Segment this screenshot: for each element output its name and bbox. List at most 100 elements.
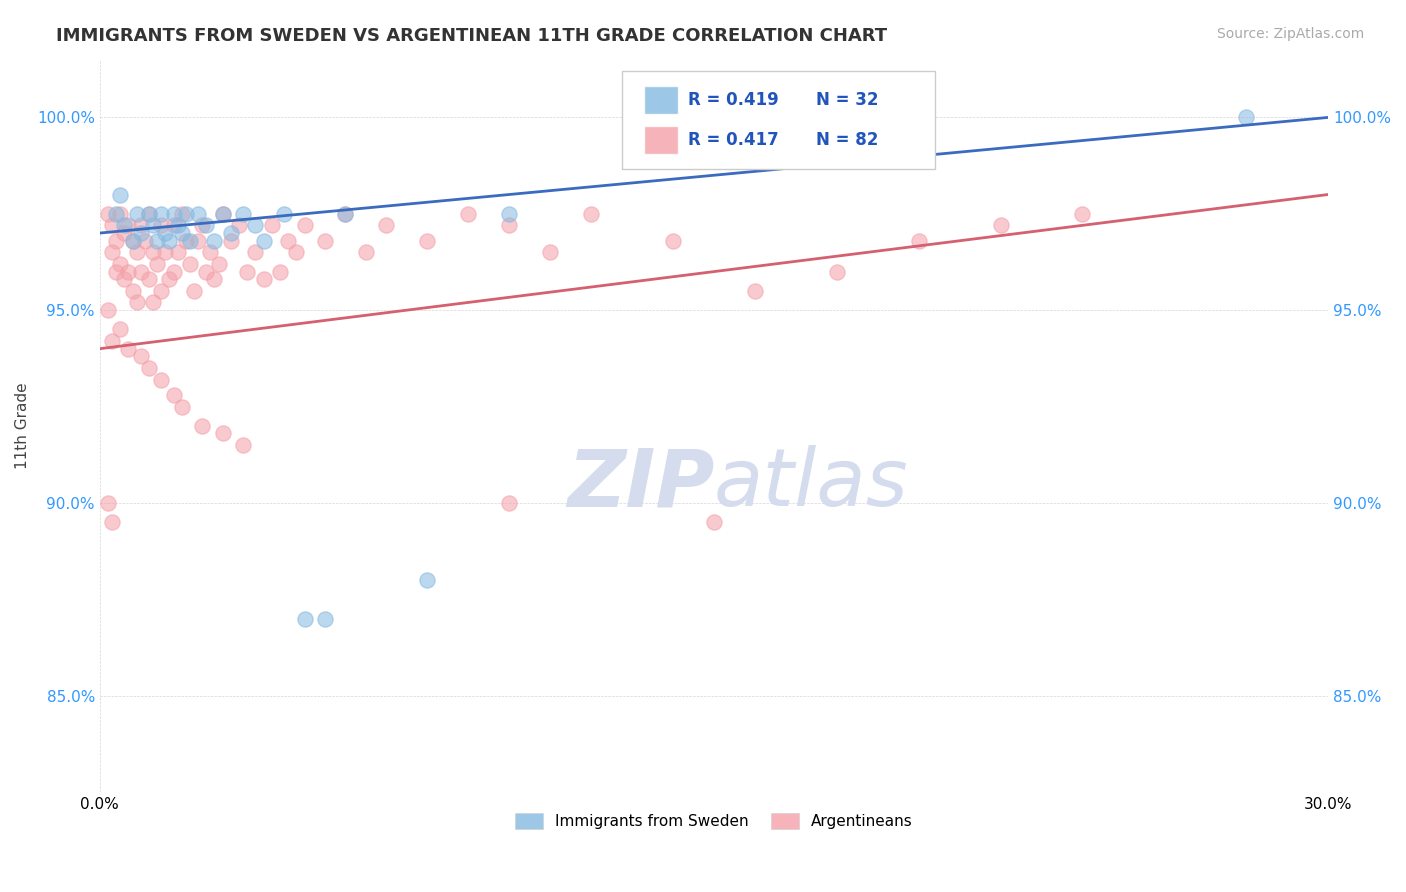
Point: [200, 245, 222, 260]
Point: [354, 245, 377, 260]
Point: [219, 226, 242, 240]
Point: [174, 234, 197, 248]
Point: [170, 226, 193, 240]
Point: [232, 207, 254, 221]
FancyBboxPatch shape: [621, 70, 935, 169]
Point: [335, 207, 357, 221]
Point: [990, 219, 1012, 233]
Point: [211, 426, 233, 441]
Text: ZIP: ZIP: [567, 445, 714, 524]
Text: atlas: atlas: [714, 445, 908, 524]
Point: [155, 226, 177, 240]
Point: [335, 207, 357, 221]
Point: [110, 322, 132, 336]
Point: [207, 257, 229, 271]
Point: [162, 219, 184, 233]
Point: [138, 207, 160, 221]
Point: [129, 219, 152, 233]
Point: [129, 350, 152, 364]
Point: [101, 245, 124, 260]
Point: [211, 207, 233, 221]
Point: [112, 226, 135, 240]
Text: IMMIGRANTS FROM SWEDEN VS ARGENTINEAN 11TH GRADE CORRELATION CHART: IMMIGRANTS FROM SWEDEN VS ARGENTINEAN 11…: [56, 27, 887, 45]
Point: [498, 496, 520, 510]
Point: [416, 234, 439, 248]
Point: [703, 515, 725, 529]
Point: [112, 272, 135, 286]
Point: [219, 234, 242, 248]
Point: [125, 295, 148, 310]
Point: [498, 219, 520, 233]
Point: [211, 207, 233, 221]
Point: [162, 207, 184, 221]
Point: [117, 342, 139, 356]
Point: [187, 234, 209, 248]
Point: [195, 219, 218, 233]
Point: [162, 264, 184, 278]
Point: [105, 207, 128, 221]
Point: [277, 234, 299, 248]
Text: R = 0.417: R = 0.417: [688, 131, 779, 149]
Point: [269, 264, 291, 278]
Text: N = 82: N = 82: [815, 131, 879, 149]
Point: [232, 438, 254, 452]
Point: [204, 234, 226, 248]
Point: [183, 284, 205, 298]
Point: [142, 245, 165, 260]
Point: [110, 207, 132, 221]
Point: [204, 272, 226, 286]
Point: [236, 264, 259, 278]
Point: [170, 207, 193, 221]
Point: [121, 284, 143, 298]
Point: [187, 207, 209, 221]
Point: [101, 515, 124, 529]
Point: [138, 272, 160, 286]
Point: [907, 234, 929, 248]
Point: [105, 264, 128, 278]
Point: [97, 496, 120, 510]
Point: [744, 284, 766, 298]
Point: [285, 245, 308, 260]
Point: [314, 234, 336, 248]
Point: [252, 272, 274, 286]
Point: [294, 219, 316, 233]
Point: [170, 400, 193, 414]
Text: R = 0.419: R = 0.419: [688, 91, 779, 109]
Point: [129, 264, 152, 278]
Point: [228, 219, 250, 233]
Point: [150, 207, 173, 221]
Point: [150, 372, 173, 386]
Point: [138, 207, 160, 221]
Point: [273, 207, 295, 221]
Point: [138, 361, 160, 376]
Point: [150, 219, 173, 233]
Point: [1234, 111, 1257, 125]
Point: [538, 245, 561, 260]
Point: [157, 272, 180, 286]
Point: [101, 334, 124, 348]
Point: [125, 245, 148, 260]
Point: [1071, 207, 1094, 221]
Point: [142, 295, 165, 310]
Point: [195, 264, 218, 278]
Point: [150, 284, 173, 298]
Point: [101, 219, 124, 233]
Point: [375, 219, 398, 233]
Point: [457, 207, 479, 221]
Point: [157, 234, 180, 248]
Point: [179, 257, 201, 271]
Point: [162, 388, 184, 402]
Point: [97, 207, 120, 221]
Point: [125, 207, 148, 221]
Point: [146, 257, 169, 271]
Point: [110, 257, 132, 271]
Point: [105, 234, 128, 248]
FancyBboxPatch shape: [644, 86, 678, 114]
Point: [112, 219, 135, 233]
Point: [121, 234, 143, 248]
Point: [191, 219, 214, 233]
Point: [294, 611, 316, 625]
Point: [498, 207, 520, 221]
Point: [825, 264, 848, 278]
Point: [416, 573, 439, 587]
